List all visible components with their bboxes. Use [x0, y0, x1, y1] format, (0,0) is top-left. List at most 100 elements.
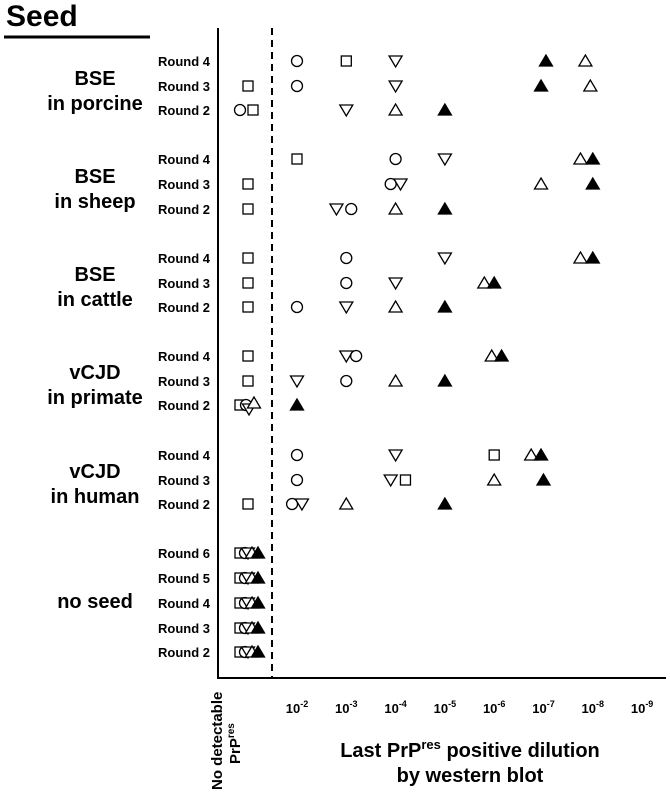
- marker-triangle-up: [582, 78, 598, 92]
- marker-circle: [350, 349, 363, 363]
- group-label-line1: no seed: [57, 591, 133, 613]
- chart-title: Seed: [6, 0, 78, 33]
- marker-triangle-filled: [437, 496, 453, 510]
- round-label: Round 2: [158, 202, 210, 217]
- group-label-line2: in cattle: [57, 289, 133, 311]
- round-label: Round 2: [158, 398, 210, 413]
- marker-circle: [290, 54, 304, 68]
- marker-triangle-filled: [289, 397, 305, 411]
- marker-triangle-up: [338, 496, 354, 510]
- marker-square: [242, 252, 254, 264]
- marker-triangle-up: [523, 447, 539, 461]
- marker-triangle-filled: [538, 53, 554, 67]
- round-labels: Round 4 Round 3 Round 2 Round 4 Round 3 Round…: [158, 54, 211, 660]
- round-label: Round 3: [158, 177, 210, 192]
- marker-triangle-filled: [493, 348, 510, 362]
- marker-triangle-down: [383, 474, 399, 488]
- marker-triangle-up: [484, 348, 500, 362]
- marker-square: [242, 203, 254, 215]
- marker-triangle-up: [572, 151, 589, 165]
- no-detect-label-line1: No detectable: [209, 692, 226, 790]
- marker-triangle-up: [387, 201, 404, 215]
- marker-circle: [340, 251, 353, 265]
- marker-triangle-down: [338, 104, 354, 118]
- x-axis-title-line2: by western blot: [397, 765, 544, 787]
- x-axis-title-line1: Last PrPres positive dilution: [340, 737, 600, 762]
- data-markers: [233, 53, 601, 660]
- round-label: Round 2: [158, 497, 210, 512]
- group-label-line1: BSE: [74, 68, 115, 90]
- marker-triangle-down: [387, 277, 404, 291]
- round-label: Round 3: [158, 79, 210, 94]
- round-label: Round 5: [158, 571, 210, 586]
- round-label: Round 6: [158, 546, 210, 561]
- marker-triangle-down: [387, 55, 404, 69]
- marker-square: [242, 498, 254, 510]
- group-label-line1: vCJD: [69, 461, 120, 483]
- marker-circle: [290, 448, 304, 462]
- marker-circle: [290, 300, 304, 314]
- marker-square: [340, 55, 352, 67]
- marker-triangle-up: [246, 395, 262, 409]
- marker-triangle-filled: [585, 250, 601, 264]
- marker-triangle-filled: [250, 545, 266, 559]
- no-detect-label-sup: res: [226, 723, 237, 738]
- marker-circle: [345, 202, 358, 216]
- marker-triangle-down: [338, 301, 354, 315]
- round-label: Round 2: [158, 645, 210, 660]
- marker-triangle-down: [338, 350, 354, 364]
- marker-square: [242, 80, 254, 92]
- round-label: Round 4: [158, 54, 211, 69]
- x-tick-label: 10-7: [532, 699, 554, 716]
- marker-triangle-up: [533, 176, 549, 190]
- marker-triangle-down: [437, 153, 453, 167]
- marker-square: [242, 375, 254, 387]
- x-tick-label: 10-2: [286, 699, 308, 716]
- marker-triangle-up: [486, 472, 502, 486]
- marker-square: [242, 301, 254, 313]
- marker-square: [242, 350, 254, 362]
- marker-triangle-filled: [250, 644, 266, 658]
- round-label: Round 3: [158, 374, 210, 389]
- marker-circle: [233, 103, 247, 117]
- marker-triangle-down: [294, 498, 310, 512]
- marker-circle: [340, 276, 353, 290]
- marker-square: [242, 277, 254, 289]
- marker-triangle-filled: [585, 151, 601, 165]
- group-label-line1: BSE: [74, 166, 115, 188]
- group-label-line1: vCJD: [69, 362, 120, 384]
- round-label: Round 4: [158, 349, 211, 364]
- round-label: Round 2: [158, 300, 210, 315]
- round-label: Round 4: [158, 152, 211, 167]
- marker-triangle-down: [328, 203, 345, 217]
- group-label-line2: in porcine: [47, 93, 143, 115]
- round-label: Round 4: [158, 596, 211, 611]
- marker-circle: [389, 152, 402, 166]
- group-label-line1: BSE: [74, 264, 115, 286]
- marker-circle: [340, 374, 353, 388]
- round-label: Round 4: [158, 251, 211, 266]
- marker-triangle-up: [387, 373, 404, 387]
- x-tick-label: 10-5: [434, 699, 456, 716]
- marker-triangle-filled: [437, 102, 453, 116]
- marker-circle: [285, 497, 299, 511]
- marker-triangle-filled: [250, 620, 266, 634]
- x-tick-labels: 10-2 10-3 10-4 10-5 10-6 10-7 10-8 10-9: [286, 699, 654, 716]
- round-label: Round 3: [158, 276, 210, 291]
- marker-circle: [384, 177, 397, 191]
- marker-square: [488, 449, 500, 461]
- marker-triangle-filled: [437, 201, 453, 215]
- marker-triangle-up: [572, 250, 589, 264]
- round-label: Round 3: [158, 621, 210, 636]
- marker-triangle-up: [577, 53, 594, 67]
- marker-triangle-up: [387, 299, 404, 313]
- marker-triangle-down: [289, 375, 305, 389]
- group-label-line2: in primate: [47, 387, 143, 409]
- round-label: Round 2: [158, 103, 210, 118]
- group-label-line2: in sheep: [54, 191, 135, 213]
- round-label: Round 3: [158, 473, 210, 488]
- marker-triangle-filled: [437, 373, 453, 387]
- marker-triangle-filled: [533, 447, 549, 461]
- marker-triangle-down: [392, 178, 409, 192]
